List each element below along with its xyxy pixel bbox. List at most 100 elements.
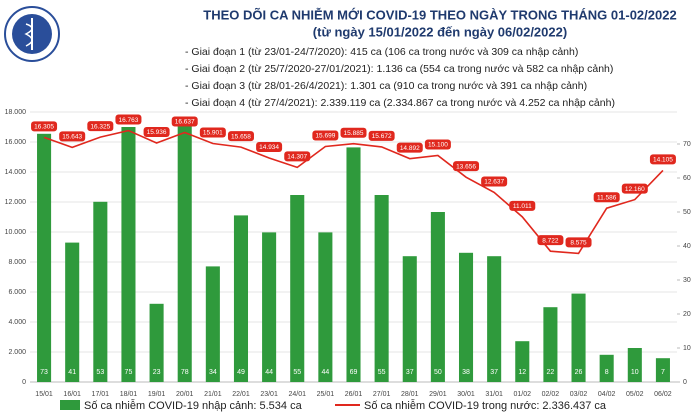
bar-label: 38: [462, 369, 470, 376]
x-tick-label: 22/01: [232, 391, 250, 398]
bar-label: 55: [378, 369, 386, 376]
label-box: [312, 130, 339, 141]
label-box: [453, 161, 480, 172]
line-label: 16.637: [175, 119, 195, 126]
chart-title: THEO DÕI CA NHIỄM MỚI COVID-19 THEO NGÀY…: [203, 7, 676, 22]
line-label: 14.105: [653, 157, 673, 164]
line-label: 15.643: [62, 134, 82, 141]
label-box: [115, 114, 142, 125]
bar: [318, 232, 333, 382]
x-tick-label: 20/01: [176, 391, 194, 398]
bar-label: 37: [406, 369, 414, 376]
label-box: [424, 139, 451, 150]
bar: [430, 212, 445, 382]
bar: [543, 307, 558, 382]
x-tick-label: 02/02: [542, 391, 560, 398]
line-label: 15.885: [344, 130, 364, 137]
line-label: 15.699: [315, 133, 335, 140]
bar-label: 10: [631, 369, 639, 376]
x-tick-label: 17/01: [92, 391, 110, 398]
bar: [627, 348, 642, 382]
bar-label: 34: [209, 369, 217, 376]
line-label: 12.637: [484, 179, 504, 186]
y-tick-label: 0: [22, 379, 26, 386]
x-tick-label: 05/02: [626, 391, 644, 398]
bar: [205, 266, 220, 382]
logo: [4, 6, 60, 62]
bar-label: 69: [350, 369, 358, 376]
x-tick-label: 24/01: [288, 391, 306, 398]
bar-label: 41: [68, 369, 76, 376]
line-label: 14.307: [287, 154, 307, 161]
y-tick-label: 16.000: [5, 139, 27, 146]
line-label: 15.936: [147, 129, 167, 136]
x-tick-label: 28/01: [401, 391, 419, 398]
annotation: - Giai đoạn 2 (từ 25/7/2020-27/01/2021):…: [185, 63, 613, 75]
bar: [655, 358, 670, 382]
bar: [93, 201, 108, 382]
line-label: 16.325: [90, 123, 110, 130]
y2-tick-label: 10: [683, 345, 691, 352]
bar-label: 55: [293, 369, 301, 376]
label-box: [87, 121, 114, 132]
bar-label: 78: [181, 369, 189, 376]
bar: [37, 133, 52, 382]
bar-label: 12: [518, 369, 526, 376]
bar-label: 22: [547, 369, 555, 376]
x-tick-label: 23/01: [260, 391, 278, 398]
y-tick-label: 14.000: [5, 169, 27, 176]
bar: [233, 215, 249, 382]
chart-subtitle: (từ ngày 15/01/2022 đến ngày 06/02/2022): [313, 24, 567, 39]
line-label: 14.934: [259, 144, 279, 151]
y2-tick-label: 0: [683, 379, 687, 386]
legend-label: Số ca nhiễm COVID-19 nhập cảnh: 5.534 ca: [84, 399, 303, 412]
label-box: [396, 142, 423, 153]
label-box: [565, 237, 592, 248]
y-tick-label: 2.000: [8, 349, 26, 356]
line-label: 15.901: [203, 130, 223, 137]
bar: [346, 147, 361, 382]
label-box: [199, 127, 226, 138]
bar: [121, 127, 136, 382]
line-label: 11.011: [513, 203, 532, 210]
legend-label: Số ca nhiễm COVID-19 trong nước: 2.336.4…: [364, 399, 607, 412]
x-tick-label: 15/01: [35, 391, 53, 398]
legend-swatch: [60, 400, 80, 410]
bar-label: 26: [575, 369, 583, 376]
y-tick-label: 18.000: [5, 109, 27, 116]
y-tick-label: 4.000: [8, 319, 26, 326]
y2-tick-label: 60: [683, 175, 691, 182]
bar: [65, 242, 80, 382]
line: [43, 129, 664, 255]
bar: [599, 354, 614, 382]
x-tick-label: 16/01: [63, 391, 81, 398]
label-box: [509, 200, 536, 211]
y2-tick-label: 70: [683, 141, 691, 148]
label-box: [368, 130, 395, 141]
bar: [487, 256, 502, 382]
bar: [402, 256, 417, 382]
x-tick-label: 21/01: [204, 391, 222, 398]
x-tick-label: 27/01: [373, 391, 391, 398]
bar-label: 8: [605, 369, 609, 376]
bar: [262, 232, 277, 382]
x-tick-label: 31/01: [485, 391, 503, 398]
x-tick-label: 29/01: [429, 391, 447, 398]
bar-label: 49: [237, 369, 245, 376]
bar-label: 75: [125, 369, 133, 376]
bar-label: 23: [153, 369, 161, 376]
bar: [177, 116, 192, 383]
line-label: 8.575: [570, 240, 587, 247]
label-box: [537, 235, 564, 246]
annotation: - Giai đoạn 4 (từ 27/4/2021): 2.339.119 …: [185, 97, 615, 109]
label-box: [284, 151, 311, 162]
label-box: [340, 127, 367, 138]
x-tick-label: 03/02: [570, 391, 588, 398]
annotation: - Giai đoạn 3 (từ 28/01-26/4/2021): 1.30…: [185, 80, 587, 92]
label-box: [481, 176, 508, 187]
bar-label: 44: [265, 369, 273, 376]
y-tick-label: 12.000: [5, 199, 27, 206]
bar-label: 50: [434, 369, 442, 376]
x-tick-label: 25/01: [317, 391, 335, 398]
